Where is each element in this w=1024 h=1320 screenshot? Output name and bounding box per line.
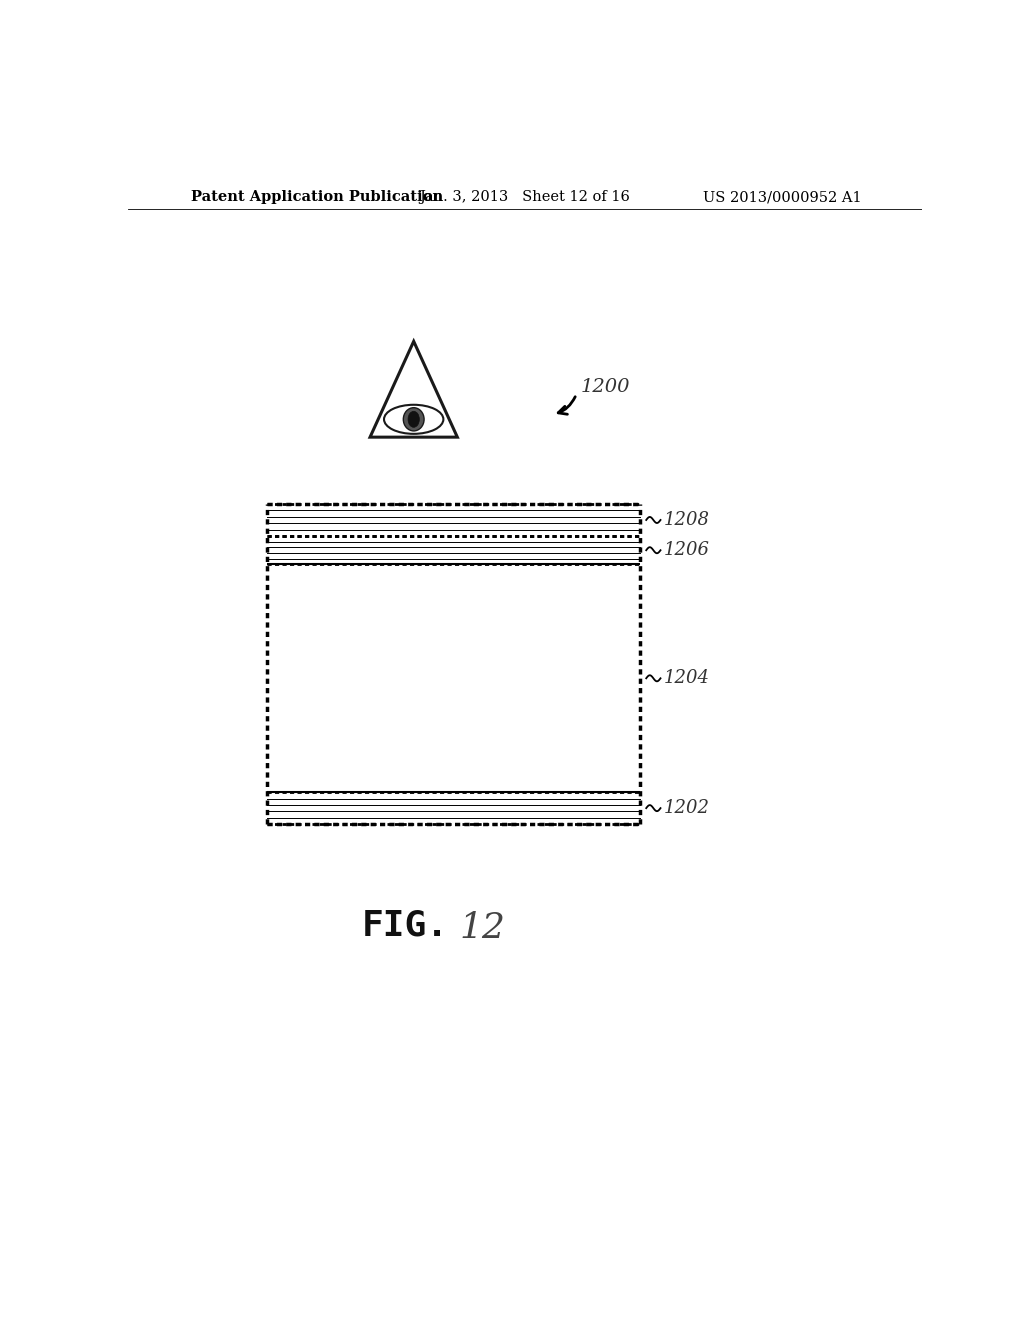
Text: Patent Application Publication: Patent Application Publication	[191, 190, 443, 205]
Text: 12: 12	[460, 911, 506, 945]
Bar	[267, 504, 640, 824]
Text: 1202: 1202	[664, 799, 710, 817]
Text: 1206: 1206	[664, 541, 710, 560]
Ellipse shape	[408, 412, 420, 428]
Text: 1208: 1208	[664, 511, 710, 529]
Text: FIG.: FIG.	[362, 908, 450, 942]
Ellipse shape	[403, 408, 424, 430]
Text: 1200: 1200	[581, 378, 630, 396]
Text: Jan. 3, 2013   Sheet 12 of 16: Jan. 3, 2013 Sheet 12 of 16	[420, 190, 630, 205]
Text: US 2013/0000952 A1: US 2013/0000952 A1	[703, 190, 862, 205]
Text: 1204: 1204	[664, 669, 710, 688]
